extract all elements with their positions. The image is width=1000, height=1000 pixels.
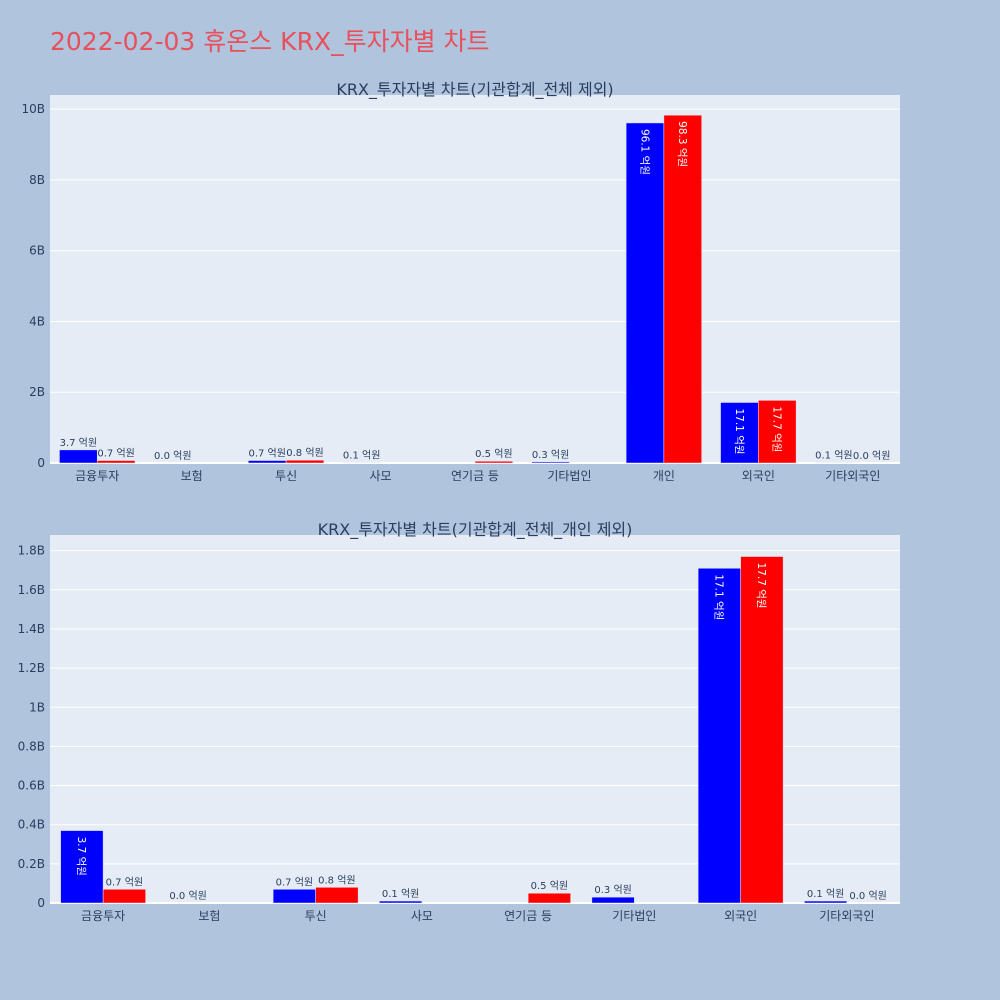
bar <box>96 460 136 464</box>
bar-label: 0.1 억원 <box>343 450 380 462</box>
bar-label: 0.1 억원 <box>807 888 844 900</box>
bar-label: 0.0 억원 <box>853 450 890 462</box>
y-tick-label: 1.4B <box>18 622 45 636</box>
bar <box>531 461 570 464</box>
bar <box>591 896 635 904</box>
bar-label: 3.7 억원 <box>75 837 87 876</box>
x-tick-label: 보험 <box>198 909 220 923</box>
page-title: 2022-02-03 휴온스 KRX_투자자별 차트 <box>50 27 490 56</box>
x-tick-label: 투신 <box>275 469 297 483</box>
bar-label: 0.3 억원 <box>594 884 631 896</box>
bar-label: 0.7 억원 <box>276 876 313 888</box>
bar-label: 98.3 억원 <box>676 121 688 167</box>
y-tick-label: 0.6B <box>18 779 45 793</box>
bar <box>248 460 287 464</box>
bar-label: 3.7 억원 <box>60 437 97 449</box>
bar-label: 0.7 억원 <box>248 448 285 460</box>
x-tick-label: 기타외국인 <box>825 469 880 483</box>
x-tick-label: 기타법인 <box>547 469 591 483</box>
bar <box>804 900 848 904</box>
y-tick-label: 8B <box>29 173 45 187</box>
x-tick-label: 기타법인 <box>612 909 656 923</box>
bar-label: 17.1 억원 <box>713 574 725 620</box>
bar-label: 17.7 억원 <box>771 406 783 452</box>
bar <box>272 889 316 904</box>
x-tick-label: 외국인 <box>742 469 775 483</box>
bar-label: 0.5 억원 <box>475 448 512 460</box>
x-tick-label: 투신 <box>305 909 327 923</box>
y-tick-label: 0.8B <box>18 739 45 753</box>
y-tick-label: 10B <box>21 102 45 116</box>
bar <box>663 114 702 464</box>
bar-label: 0.0 억원 <box>849 890 886 902</box>
y-tick-label: 2B <box>29 385 45 399</box>
x-tick-label: 기타외국인 <box>819 909 874 923</box>
y-tick-label: 1B <box>29 700 45 714</box>
x-tick-label: 외국인 <box>724 909 757 923</box>
bar-label: 0.8 억원 <box>318 874 355 886</box>
y-tick-label: 0 <box>37 456 45 470</box>
chart-title: KRX_투자자별 차트(기관합계_전체_개인 제외) <box>318 520 633 540</box>
bar <box>59 449 98 464</box>
bar <box>379 900 423 904</box>
bar-label: 0.1 억원 <box>815 450 852 462</box>
x-tick-label: 보험 <box>181 469 203 483</box>
y-tick-label: 6B <box>29 244 45 258</box>
bar-label: 0.0 억원 <box>169 890 206 902</box>
bar-label: 96.1 억원 <box>638 129 650 175</box>
x-tick-label: 연기금 등 <box>451 469 499 483</box>
chart-top: KRX_투자자별 차트(기관합계_전체 제외) 0 2B 4B 6B 8B 10B 금융투자 3… <box>21 80 900 483</box>
bar-label: 17.7 억원 <box>755 563 767 609</box>
x-tick-label: 개인 <box>653 469 675 483</box>
bar <box>102 889 146 904</box>
bar-label: 0.0 억원 <box>154 450 191 462</box>
bar <box>697 568 741 904</box>
x-tick-label: 사모 <box>411 909 433 923</box>
chart-bottom: KRX_투자자별 차트(기관합계_전체_개인 제외) 0 0.2B 0.4B 0.6B 0… <box>18 520 900 923</box>
y-tick-label: 1.6B <box>18 583 45 597</box>
bar <box>285 459 325 464</box>
bar <box>720 402 759 464</box>
bar-label: 0.7 억원 <box>97 448 134 460</box>
bar-label: 0.7 억원 <box>106 876 143 888</box>
bar-label: 0.3 억원 <box>532 449 569 461</box>
bar-label: 0.1 억원 <box>382 888 419 900</box>
bar <box>315 887 359 904</box>
bar-label: 0.8 억원 <box>286 447 323 459</box>
x-tick-label: 금융투자 <box>75 469 119 483</box>
x-tick-label: 연기금 등 <box>504 909 552 923</box>
y-tick-label: 0.2B <box>18 857 45 871</box>
bar <box>60 830 104 904</box>
bar <box>758 400 797 464</box>
y-tick-label: 0.4B <box>18 818 45 832</box>
bar <box>527 892 571 904</box>
x-tick-label: 사모 <box>370 469 392 483</box>
bar <box>740 556 784 904</box>
bar-label: 17.1 억원 <box>733 408 745 454</box>
y-tick-label: 1.2B <box>18 661 45 675</box>
bar <box>474 460 514 464</box>
y-tick-label: 1.8B <box>18 544 45 558</box>
chart-title: KRX_투자자별 차트(기관합계_전체 제외) <box>336 80 613 100</box>
y-tick-label: 4B <box>29 314 45 328</box>
x-tick-label: 금융투자 <box>81 909 125 923</box>
bar-label: 0.5 억원 <box>531 880 568 892</box>
y-tick-label: 0 <box>37 896 45 910</box>
